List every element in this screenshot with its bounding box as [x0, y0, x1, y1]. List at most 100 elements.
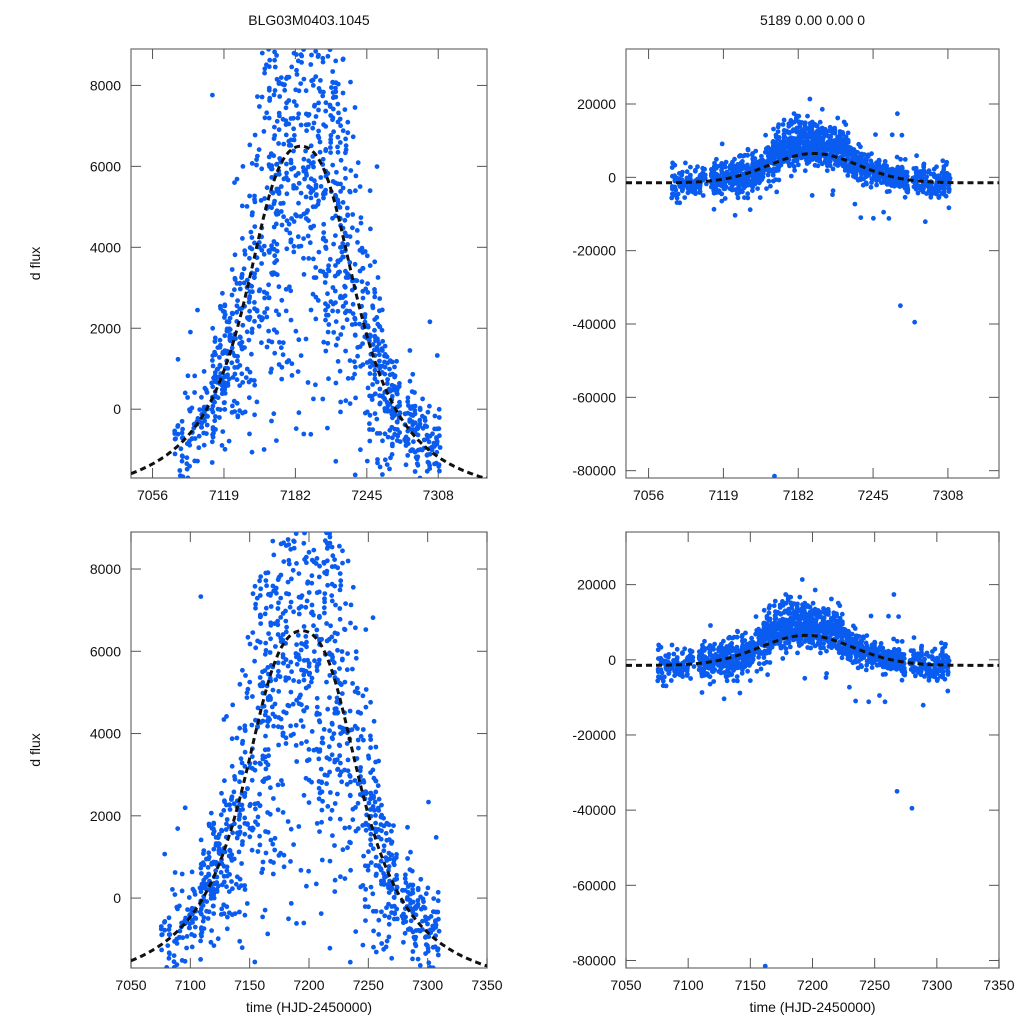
- data-point: [172, 892, 178, 897]
- data-point: [347, 401, 353, 406]
- data-point: [659, 670, 665, 676]
- data-point: [697, 185, 703, 191]
- data-point: [258, 761, 263, 767]
- data-point: [308, 62, 314, 67]
- data-point: [298, 867, 304, 873]
- data-point: [894, 154, 900, 160]
- x-tick-label: 7300: [412, 977, 443, 993]
- data-point: [391, 856, 397, 862]
- data-point: [889, 132, 895, 138]
- data-point: [375, 805, 381, 811]
- data-point: [255, 705, 261, 711]
- data-point: [691, 664, 697, 669]
- data-point: [314, 710, 320, 716]
- data-point: [350, 311, 356, 316]
- data-point: [345, 130, 351, 136]
- data-point: [252, 382, 258, 388]
- data-point: [278, 615, 284, 620]
- data-point: [755, 186, 760, 192]
- data-point: [338, 189, 343, 194]
- data-point: [391, 860, 396, 866]
- data-point: [316, 100, 321, 106]
- data-point: [329, 85, 334, 90]
- data-point: [175, 826, 181, 831]
- data-point: [397, 430, 402, 435]
- data-point: [192, 892, 198, 897]
- data-point: [377, 352, 382, 358]
- data-point: [239, 945, 245, 951]
- data-point: [928, 194, 934, 200]
- data-point: [684, 169, 690, 175]
- data-point: [294, 561, 299, 566]
- data-point: [298, 190, 304, 196]
- data-point: [390, 415, 395, 421]
- data-point: [352, 105, 358, 110]
- data-point: [825, 143, 830, 149]
- data-point: [668, 678, 674, 683]
- data-point: [237, 681, 243, 687]
- data-point: [222, 400, 227, 405]
- data-point: [427, 319, 433, 325]
- data-point: [219, 906, 225, 912]
- data-point: [764, 186, 769, 192]
- data-point: [210, 403, 216, 409]
- data-point: [235, 354, 241, 359]
- data-point: [189, 905, 195, 911]
- data-point: [329, 598, 335, 604]
- data-point: [269, 243, 274, 249]
- data-point: [229, 879, 234, 884]
- data-point: [276, 362, 282, 367]
- data-point: [218, 870, 224, 875]
- data-point: [201, 442, 207, 448]
- data-point: [221, 808, 227, 813]
- data-point: [424, 432, 430, 438]
- data-point: [338, 583, 344, 588]
- data-point: [859, 172, 864, 178]
- data-point: [342, 293, 348, 299]
- data-point: [216, 845, 222, 851]
- panel-bottom-right: 7050 7100 7150 7200 7250 7300 7350-80000-60000…: [572, 531, 1015, 1015]
- data-point: [322, 280, 328, 285]
- data-point: [255, 822, 261, 827]
- data-point: [211, 820, 217, 826]
- data-point: [868, 158, 874, 164]
- data-point: [771, 154, 777, 159]
- data-point: [332, 877, 338, 883]
- data-point: [334, 695, 340, 701]
- data-point: [284, 74, 290, 80]
- data-point: [222, 333, 228, 339]
- data-point: [280, 733, 286, 738]
- data-point: [914, 170, 919, 175]
- data-point: [372, 327, 377, 333]
- data-point: [267, 675, 273, 681]
- data-point: [815, 163, 821, 169]
- data-point: [262, 668, 268, 673]
- data-point: [886, 216, 892, 221]
- y-tick-label: 8000: [90, 77, 121, 93]
- data-point: [317, 563, 322, 569]
- data-point: [378, 858, 384, 864]
- data-point: [915, 190, 921, 196]
- data-point: [740, 654, 746, 660]
- data-point: [375, 783, 381, 789]
- data-point: [420, 396, 425, 402]
- data-point: [255, 94, 260, 99]
- data-point: [278, 184, 284, 189]
- data-point: [240, 738, 246, 744]
- data-point: [294, 103, 299, 108]
- data-point: [727, 642, 733, 648]
- data-point: [389, 910, 394, 915]
- data-point: [249, 827, 255, 833]
- data-point: [301, 792, 307, 798]
- data-point: [239, 760, 245, 766]
- data-point: [296, 171, 301, 176]
- data-point: [830, 188, 836, 194]
- data-point: [247, 431, 252, 437]
- data-point: [314, 556, 320, 561]
- data-point: [410, 882, 416, 888]
- data-point: [237, 334, 243, 340]
- data-point: [372, 347, 377, 353]
- data-point: [306, 868, 311, 874]
- data-point: [381, 815, 386, 821]
